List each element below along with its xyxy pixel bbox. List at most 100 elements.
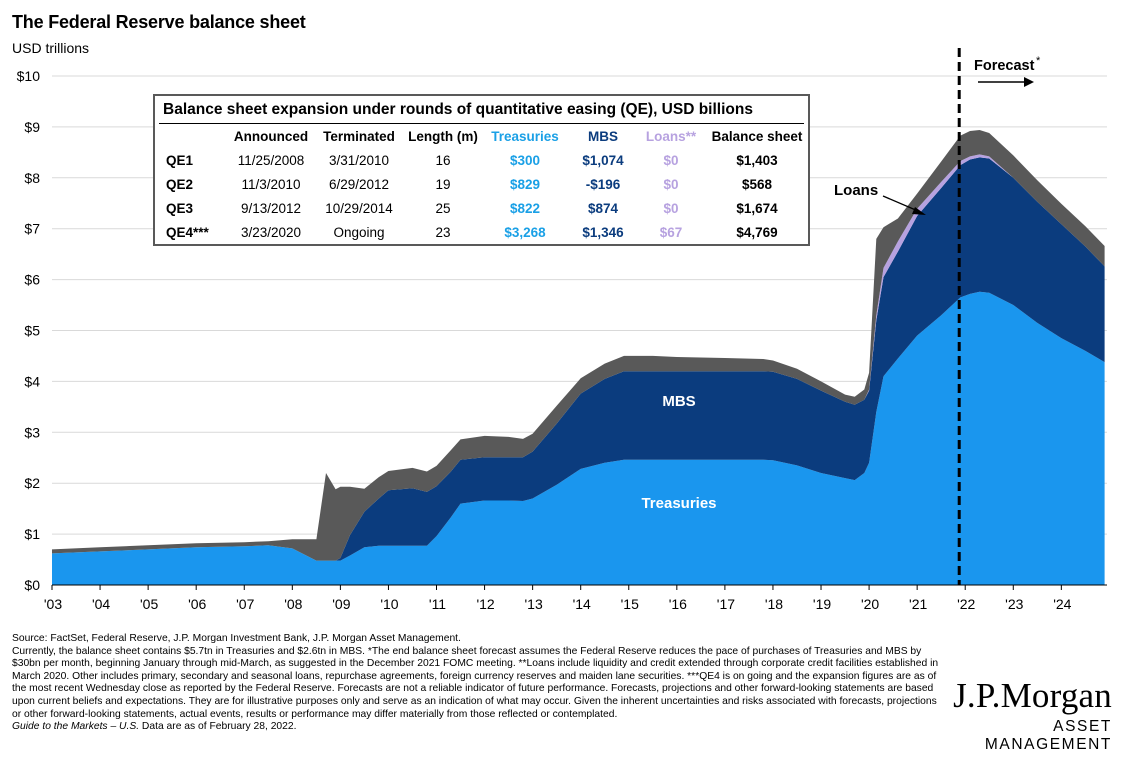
qe-header-announced: Announced [233,129,309,144]
y-tick-label: $4 [24,373,40,389]
x-tick-label: '04 [92,596,110,612]
qe-treasuries: $822 [509,201,541,216]
y-tick-label: $1 [24,526,40,542]
qe-treasuries: $300 [509,153,541,168]
balance-sheet-chart: '03 '04 '05 '06 '07 '08 '09 '10 '11 '12 '13 '14 '15 '… [17,48,1107,612]
x-tick-label: '05 [140,596,158,612]
footnote-source: Source: FactSet, Federal Reserve, J.P. M… [12,633,461,644]
qe-balance: $568 [741,177,773,192]
y-axis: $0 $1 $2 $3 $4 $5 $6 $7 $8 $9 $10 [17,68,41,593]
x-tick-label: '11 [429,596,446,612]
treasuries-area [52,291,1105,585]
qe-terminated: 3/31/2010 [328,153,390,168]
guide-title: Guide to the Markets – U.S. [12,721,140,733]
x-tick-label: '18 [765,596,783,612]
qe-terminated: Ongoing [333,225,385,240]
qe-row-label: QE2 [166,177,194,192]
qe-balance: $1,674 [736,201,778,216]
qe-treasuries: $3,268 [504,225,546,240]
qe-table: Balance sheet expansion under rounds of … [153,94,810,246]
forecast-label: Forecast [974,58,1035,74]
chart-subtitle: USD trillions [12,40,90,56]
qe-header-mbs: MBS [588,129,618,144]
qe-treasuries: $829 [509,177,541,192]
annotations: Forecast * MBS Treasuries Loans [641,48,1041,585]
x-axis: '03 '04 '05 '06 '07 '08 '09 '10 '11 '12 '13 '14 '15 '… [44,584,1107,612]
x-tick-label: '09 [332,596,350,612]
forecast-asterisk: * [1036,55,1041,67]
qe-length: 19 [435,177,451,192]
x-tick-label: '03 [44,596,62,612]
stacked-areas [52,130,1105,585]
x-tick-label: '08 [284,596,302,612]
y-tick-label: $10 [17,68,41,84]
qe-header-length: Length (m) [408,129,478,144]
qe-header-treasuries: Treasuries [491,129,559,144]
qe-announced: 3/23/2020 [240,225,302,240]
x-tick-label: '19 [813,596,831,612]
qe-header-loans: Loans** [645,129,697,144]
qe-mbs: $1,346 [582,225,624,240]
qe-announced: 11/3/2010 [241,177,301,192]
x-tick-label: '10 [380,596,398,612]
x-tick-label: '21 [909,596,927,612]
logo-subtitle: ASSET MANAGEMENT [984,718,1112,753]
y-tick-label: $9 [24,119,40,135]
qe-header-terminated: Terminated [323,129,395,144]
mbs-area [52,157,1105,561]
qe-loans: $0 [663,153,679,168]
qe-announced: 9/13/2012 [240,201,302,216]
y-tick-label: $7 [24,221,40,237]
mbs-area-label: MBS [662,393,695,410]
qe-announced: 11/25/2008 [237,153,305,168]
x-tick-label: '15 [621,596,639,612]
loans-label: Loans [834,182,878,199]
data-date: Data are as of February 28, 2022. [139,721,297,733]
x-tick-label: '16 [669,596,687,612]
qe-mbs: -$196 [585,177,621,192]
x-tick-label: '06 [188,596,206,612]
qe-length: 23 [435,225,451,240]
qe-balance: $1,403 [736,153,778,168]
qe-loans: $0 [663,201,679,216]
qe-row-label: QE1 [166,153,194,168]
qe-table-rule [159,123,804,124]
y-tick-label: $0 [24,577,40,593]
qe-header-balance: Balance sheet [711,129,803,144]
y-tick-label: $3 [24,424,40,440]
loans-pointer-line [882,195,919,212]
qe-mbs: $874 [587,201,619,216]
jpmorgan-logo: J.P.Morgan ASSET MANAGEMENT [940,676,1112,754]
forecast-arrow-head [1024,77,1034,87]
x-tick-label: '12 [476,596,494,612]
qe-mbs: $1,074 [582,153,624,168]
qe-loans: $67 [659,225,683,240]
y-tick-label: $2 [24,475,40,491]
footnote: Source: FactSet, Federal Reserve, J.P. M… [12,633,942,734]
qe-row-label: QE3 [166,201,194,216]
logo-wordmark: J.P.Morgan [953,676,1112,715]
y-tick-label: $8 [24,170,40,186]
qe-length: 16 [435,153,451,168]
x-tick-label: '07 [236,596,254,612]
qe-balance: $4,769 [736,225,778,240]
qe-terminated: 6/29/2012 [328,177,390,192]
x-tick-label: '23 [1005,596,1023,612]
qe-length: 25 [435,201,451,216]
x-tick-label: '13 [525,596,543,612]
x-tick-label: '22 [957,596,975,612]
y-tick-label: $5 [24,323,40,339]
chart-title: The Federal Reserve balance sheet [12,12,306,32]
qe-terminated: 10/29/2014 [325,201,393,216]
qe-table-title: Balance sheet expansion under rounds of … [163,101,753,118]
y-tick-label: $6 [24,272,40,288]
treasuries-area-label: Treasuries [641,495,716,512]
footnote-body: Currently, the balance sheet contains $5… [12,645,939,720]
x-tick-label: '24 [1053,596,1071,612]
x-tick-label: '14 [573,596,591,612]
x-tick-label: '17 [717,596,735,612]
qe-row-label: QE4*** [166,225,209,240]
loans-pointer-head [912,207,926,215]
qe-loans: $0 [663,177,679,192]
footnote-guide-line: Guide to the Markets – U.S. Data are as … [12,721,942,734]
